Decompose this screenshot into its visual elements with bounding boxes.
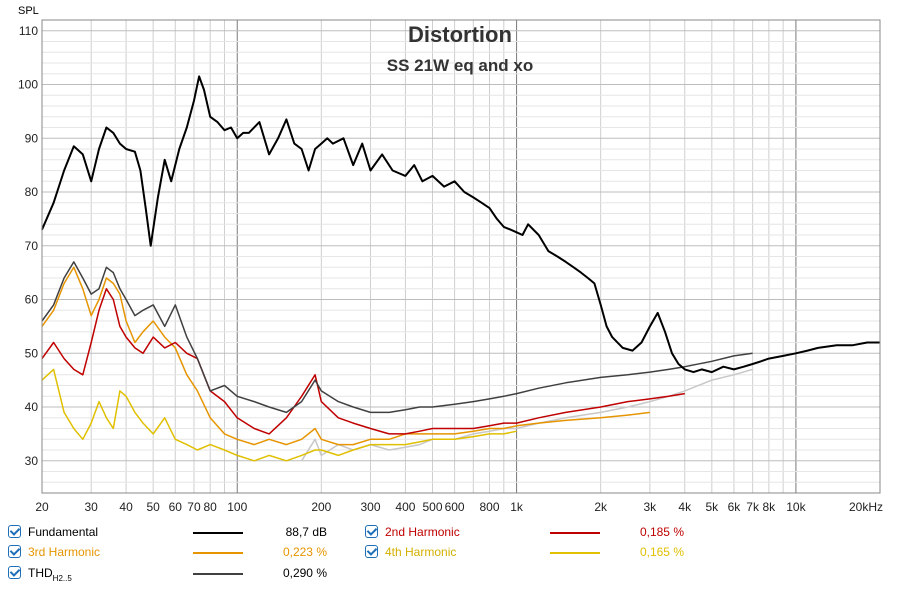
x-tick-label: 800 bbox=[479, 500, 499, 514]
legend-item-3rd-harmonic[interactable]: 3rd Harmonic 0,223 % bbox=[0, 542, 350, 562]
legend-label: Fundamental bbox=[28, 525, 99, 539]
series-layer bbox=[41, 75, 880, 462]
y-tick-label: 60 bbox=[25, 293, 39, 307]
legend-label: 4th Harmonic bbox=[385, 545, 457, 559]
x-tick-label: 30 bbox=[85, 500, 99, 514]
chart-subtitle: SS 21W eq and xo bbox=[387, 56, 533, 75]
x-tick-label: 100 bbox=[227, 500, 247, 514]
legend-item-4th-harmonic[interactable]: 4th Harmonic 0,165 % bbox=[0, 542, 900, 562]
y-tick-label: 70 bbox=[25, 239, 39, 253]
y-tick-label: 80 bbox=[25, 185, 39, 199]
legend-label-sub: H2..5 bbox=[52, 574, 72, 583]
series-line-2nd-harmonic bbox=[41, 288, 685, 435]
checkbox-checked-icon[interactable] bbox=[8, 566, 21, 579]
legend-label: 3rd Harmonic bbox=[28, 545, 101, 559]
series-line-3rd-harmonic bbox=[41, 266, 650, 446]
x-tick-label: 600 bbox=[445, 500, 465, 514]
x-tick-label: 20 bbox=[35, 500, 49, 514]
x-tick-label: 5k bbox=[705, 500, 719, 514]
x-tick-label: 50 bbox=[146, 500, 160, 514]
legend-swatch bbox=[193, 573, 243, 575]
chart-title: Distortion bbox=[408, 22, 512, 47]
x-tick-label: 2k bbox=[594, 500, 608, 514]
x-tick-label: 200 bbox=[311, 500, 331, 514]
series-line-thd-h2-5 bbox=[41, 261, 753, 414]
checkbox-checked-icon[interactable] bbox=[8, 545, 21, 558]
x-tick-label: 10k bbox=[786, 500, 806, 514]
legend-item-2nd-harmonic[interactable]: 2nd Harmonic 0,185 % bbox=[0, 522, 900, 542]
plot-frame bbox=[41, 19, 881, 494]
legend-swatch bbox=[193, 532, 243, 534]
y-tick-label: 110 bbox=[19, 24, 38, 38]
x-tick-label: 1k bbox=[510, 500, 524, 514]
x-tick-label: 4k bbox=[678, 500, 692, 514]
legend-label: 2nd Harmonic bbox=[385, 525, 460, 539]
series-line-4th-harmonic bbox=[41, 368, 517, 462]
legend-value: 88,7 dB bbox=[285, 525, 327, 539]
y-tick-label: 30 bbox=[25, 454, 39, 468]
checkbox-checked-icon[interactable] bbox=[8, 525, 21, 538]
x-tick-label: 6k bbox=[728, 500, 742, 514]
grid bbox=[41, 19, 881, 494]
legend-value: 0,223 % bbox=[282, 545, 327, 559]
y-axis-label: SPL bbox=[18, 5, 39, 17]
x-tick-label: 80 bbox=[203, 500, 217, 514]
x-tick-label: 40 bbox=[119, 500, 133, 514]
y-tick-label: 90 bbox=[25, 131, 39, 145]
x-tick-label: 20kHz bbox=[849, 500, 883, 514]
legend-item-thd[interactable]: THDH2..5 0,290 % bbox=[0, 563, 350, 583]
x-tick-label: 70 bbox=[187, 500, 201, 514]
x-tick-label: 3k bbox=[644, 500, 658, 514]
legend-swatch bbox=[550, 552, 600, 554]
x-tick-label: 7k bbox=[746, 500, 760, 514]
x-tick-label: 300 bbox=[361, 500, 381, 514]
x-tick-label: 400 bbox=[395, 500, 415, 514]
y-tick-label: 50 bbox=[25, 346, 39, 360]
x-tick-label: 500 bbox=[422, 500, 442, 514]
legend-value: 0,185 % bbox=[639, 525, 684, 539]
series-line-fundamental bbox=[41, 75, 880, 374]
legend-value: 0,290 % bbox=[282, 566, 327, 580]
legend: Fundamental 88,7 dB 2nd Harmonic 0,185 %… bbox=[0, 520, 900, 589]
legend-swatch bbox=[193, 552, 243, 554]
legend-item-fundamental[interactable]: Fundamental 88,7 dB bbox=[0, 522, 350, 542]
checkbox-checked-icon[interactable] bbox=[365, 525, 378, 538]
y-tick-label: 40 bbox=[25, 400, 39, 414]
checkbox-checked-icon[interactable] bbox=[365, 545, 378, 558]
legend-swatch bbox=[550, 532, 600, 534]
y-tick-label: 100 bbox=[18, 78, 38, 92]
x-tick-label: 60 bbox=[169, 500, 183, 514]
legend-value: 0,165 % bbox=[639, 545, 684, 559]
legend-label-main: THD bbox=[28, 566, 53, 580]
legend-label: THDH2..5 bbox=[28, 563, 72, 589]
x-tick-label: 8k bbox=[762, 500, 776, 514]
